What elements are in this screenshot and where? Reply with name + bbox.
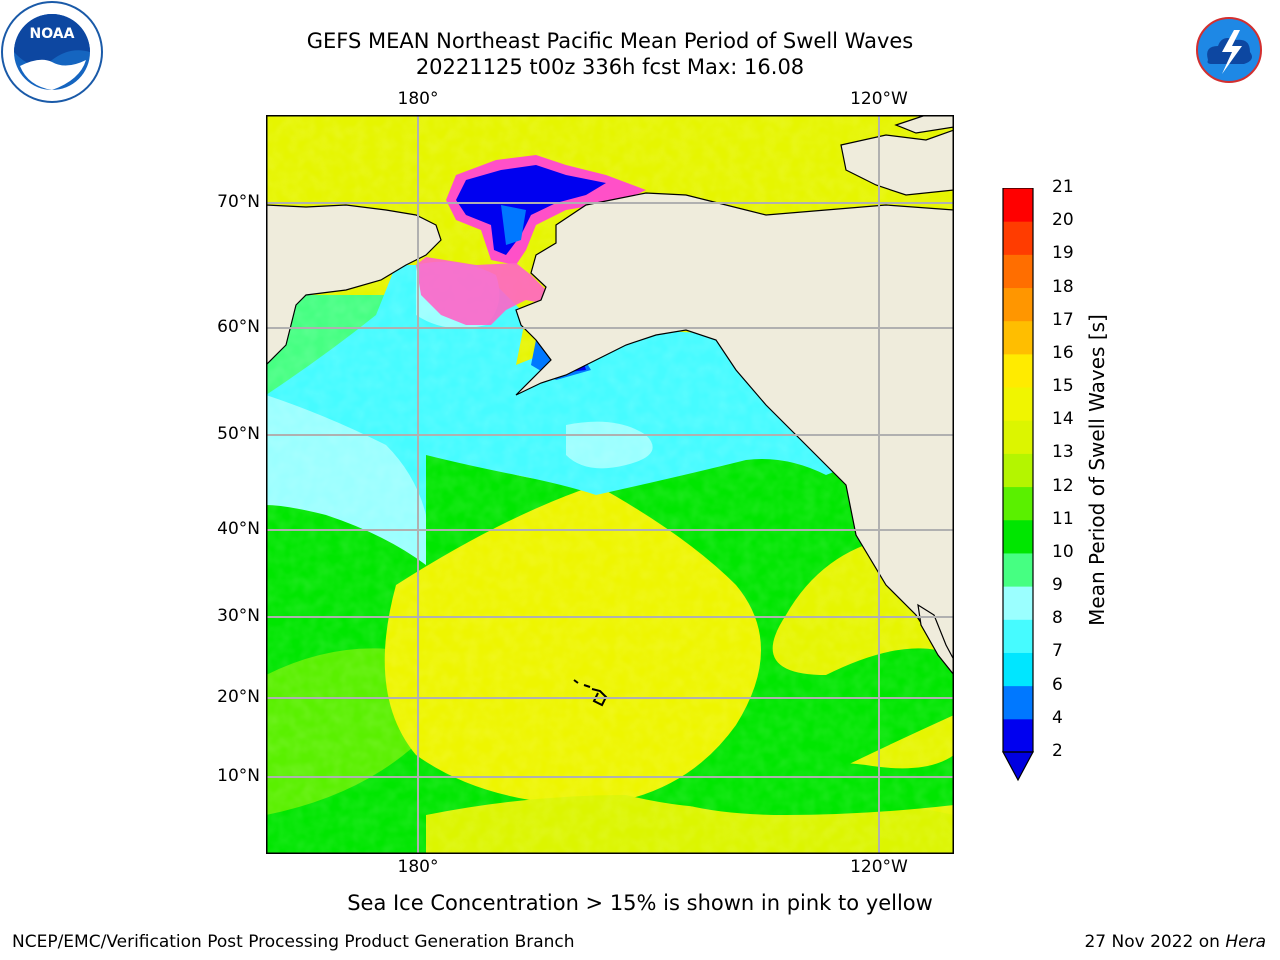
lon-label-top-180: 180°	[397, 89, 439, 109]
lat-label-50n: 50°N	[217, 424, 260, 444]
svg-text:NOAA: NOAA	[30, 26, 75, 42]
lat-label-30n: 30°N	[217, 606, 260, 626]
colorbar-tick-label: 19	[1052, 243, 1074, 264]
colorbar	[1002, 188, 1034, 782]
colorbar-segment	[1003, 619, 1033, 653]
colorbar-segment	[1003, 387, 1033, 421]
lon-label-bottom-180: 180°	[397, 857, 439, 877]
colorbar-segment	[1003, 320, 1033, 355]
colorbar-segment	[1003, 221, 1033, 255]
lon-label-bottom-120w: 120°W	[850, 857, 908, 877]
colorbar-segment	[1003, 420, 1033, 454]
colorbar-tick-label: 20	[1052, 210, 1074, 231]
land-north-america	[515, 192, 954, 677]
colorbar-segment	[1003, 552, 1033, 587]
sea-ice-halo	[416, 257, 561, 325]
colorbar-segment	[1003, 353, 1033, 388]
colorbar-tick-label: 18	[1052, 276, 1074, 297]
sea-ice-note: Sea Ice Concentration > 15% is shown in …	[347, 891, 933, 915]
colorbar-segment	[1003, 586, 1033, 620]
colorbar-tick-label: 2	[1052, 741, 1063, 761]
land-hawaii	[573, 679, 608, 707]
lon-label-top-120w: 120°W	[850, 89, 908, 109]
map-panel	[266, 115, 954, 854]
colorbar-tick-label: 13	[1052, 442, 1074, 463]
colorbar-tick-label: 12	[1052, 475, 1074, 496]
colorbar-segment	[1003, 486, 1033, 521]
plot-title: GEFS MEAN Northeast Pacific Mean Period …	[306, 29, 914, 53]
gridlines	[266, 115, 954, 854]
sea-ice-blue-2	[501, 205, 526, 245]
colorbar-tick-label: 16	[1052, 342, 1074, 363]
footer-date-text: 27 Nov 2022 on	[1084, 932, 1220, 952]
colorbar-segment	[1003, 519, 1033, 554]
colorbar-tick-label: 11	[1052, 508, 1074, 529]
colorbar-segment	[1003, 287, 1033, 322]
colorbar-segment	[1003, 254, 1033, 289]
colorbar-segment	[1003, 718, 1033, 753]
colorbar-segment	[1003, 652, 1033, 687]
colorbar-tick-label: 10	[1052, 541, 1074, 562]
colorbar-tick-label: 21	[1052, 177, 1074, 197]
land-arctic-island-1	[840, 129, 954, 196]
colorbar-tick-label: 8	[1052, 608, 1063, 629]
footer-credit: NCEP/EMC/Verification Post Processing Pr…	[12, 932, 575, 952]
land-arctic-island-2	[894, 115, 954, 134]
footer-host: Hera	[1225, 932, 1266, 952]
colorbar-tick-label: 9	[1052, 575, 1063, 596]
nws-logo	[1181, 2, 1277, 98]
land-asia	[266, 204, 442, 366]
colorbar-tick-label: 15	[1052, 376, 1074, 397]
sea-ice-core	[456, 165, 606, 255]
colorbar-tick-label: 17	[1052, 309, 1074, 330]
lat-label-40n: 40°N	[217, 519, 260, 539]
colorbar-label: Mean Period of Swell Waves [s]	[1085, 314, 1109, 626]
colorbar-segment	[1003, 453, 1033, 488]
colorbar-segment	[1003, 188, 1033, 222]
footer-date: 27 Nov 2022 on Hera	[1084, 932, 1266, 952]
colorbar-segment	[1003, 685, 1033, 720]
plot-subtitle: 20221125 t00z 336h fcst Max: 16.08	[415, 55, 805, 79]
lat-label-10n: 10°N	[217, 766, 260, 786]
noaa-logo: NOAA	[1, 1, 103, 103]
colorbar-tick-label: 14	[1052, 409, 1074, 430]
colorbar-tick-label: 7	[1052, 641, 1063, 662]
lat-label-60n: 60°N	[217, 317, 260, 337]
lat-label-70n: 70°N	[217, 192, 260, 212]
lat-label-20n: 20°N	[217, 687, 260, 707]
land-baja	[917, 603, 954, 676]
colorbar-extend-arrow	[1002, 751, 1034, 782]
colorbar-tick-label: 4	[1052, 707, 1063, 728]
colorbar-tick-label: 6	[1052, 674, 1063, 695]
